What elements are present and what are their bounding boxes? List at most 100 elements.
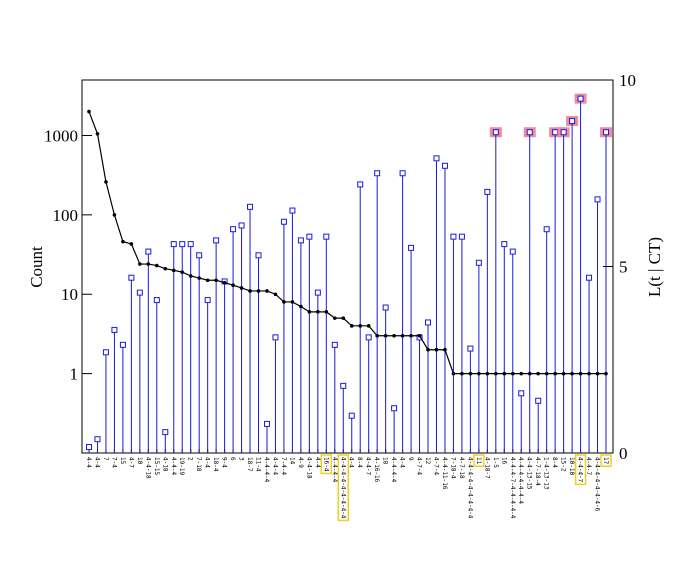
y2-tick-label: 0 — [619, 444, 628, 463]
label-highlight — [600, 454, 612, 467]
stem-marker — [382, 304, 389, 311]
stem-marker — [263, 420, 270, 427]
x-tick-label: 4-4 — [399, 457, 406, 468]
stem-marker — [594, 196, 601, 203]
count-point — [155, 263, 159, 268]
x-tick-label: 7-18-4 — [449, 457, 456, 479]
x-tick-label: 4-4-4 — [271, 457, 278, 475]
x-tick-label: 4-4-4-4 — [263, 457, 270, 483]
count-point — [358, 324, 363, 328]
label-highlight — [337, 454, 350, 522]
count-point — [561, 371, 566, 376]
stem-marker — [441, 162, 448, 169]
x-tick-label: 4-16-16 — [373, 457, 380, 483]
count-point — [248, 289, 252, 293]
stem-marker — [577, 95, 584, 102]
stem-marker — [170, 241, 177, 248]
x-tick-label: 7-4-4 — [280, 457, 287, 475]
count-point — [383, 333, 388, 338]
x-tick-label: 7 — [102, 457, 109, 461]
x-tick-label: 16 — [500, 457, 507, 465]
x-tick-label: 4-7-18 — [458, 457, 465, 479]
count-point — [341, 316, 346, 320]
stem-marker — [272, 334, 279, 341]
stem-marker — [119, 341, 126, 348]
stem-marker — [484, 188, 491, 195]
count-point — [510, 371, 515, 376]
count-point — [256, 289, 261, 293]
stem-marker — [179, 241, 186, 248]
stem-marker — [314, 289, 321, 296]
stem-marker — [374, 170, 381, 177]
stem-marker — [128, 274, 135, 281]
count-point — [146, 262, 151, 266]
x-tick-label: 12 — [424, 457, 431, 465]
count-point — [138, 262, 142, 266]
count-point — [112, 213, 117, 217]
count-point — [324, 310, 329, 314]
count-point — [171, 268, 176, 273]
x-tick-label: 4-4 — [85, 457, 92, 468]
x-tick-label: 4-4-7 — [585, 457, 592, 475]
stem-marker — [552, 129, 559, 136]
stem-marker — [255, 252, 262, 259]
x-tick-label: 18-7 — [246, 457, 253, 472]
stem-marker — [492, 129, 499, 136]
count-point — [239, 286, 244, 290]
count-point — [519, 371, 524, 376]
count-point — [400, 333, 405, 338]
stem-marker — [458, 233, 465, 240]
x-tick-label: 3 — [238, 457, 245, 461]
count-point — [129, 242, 134, 246]
count-point — [536, 371, 540, 376]
stem-marker — [357, 181, 364, 188]
count-point — [595, 371, 600, 376]
x-tick-label: 18-4 — [212, 457, 219, 472]
stem-marker — [475, 259, 482, 266]
stem-marker — [145, 248, 152, 255]
x-tick-label: 4-4-4 — [170, 457, 177, 475]
stem-marker — [94, 436, 101, 443]
count-point — [290, 300, 295, 304]
stem-marker — [535, 397, 542, 404]
x-tick-label: 4-4 — [348, 457, 355, 468]
count-point — [570, 371, 574, 376]
x-tick-label: 4-4-18 — [144, 457, 151, 479]
y-tick-label: 1 — [70, 365, 79, 384]
label-highlight — [574, 454, 587, 486]
x-tick-label: 19-19 — [178, 457, 185, 475]
count-point — [366, 324, 371, 328]
stem-marker — [111, 326, 118, 333]
count-point — [553, 371, 557, 376]
x-tick-label: 4-7-4 — [416, 457, 423, 475]
x-tick-label: 17 — [602, 457, 609, 465]
count-point — [502, 371, 507, 376]
count-point — [282, 300, 286, 304]
stem-marker — [289, 207, 296, 214]
x-tick-label: 11-4 — [255, 457, 262, 472]
count-point — [494, 371, 498, 376]
x-tick-label: 4-4-7 — [365, 457, 372, 475]
stem-marker — [204, 297, 211, 304]
stem-marker — [433, 155, 440, 162]
x-tick-label: 4-4-4-4-4-4-4-6 — [594, 457, 601, 512]
count-point — [180, 270, 185, 274]
x-tick-label: 4-4-4-4 — [390, 457, 397, 483]
count-point — [332, 316, 337, 320]
stem-marker — [450, 233, 457, 240]
x-tick-label: 11 — [475, 457, 482, 465]
count-point — [426, 347, 430, 352]
x-tick-label: 4-7-18-4 — [534, 457, 541, 486]
count-point — [451, 371, 456, 376]
x-tick-label: 15-2 — [560, 457, 567, 472]
stem-marker — [213, 237, 220, 244]
x-tick-label: 4-4-13-15 — [526, 457, 533, 490]
x-tick-label: 4-4-4-4-4-4-4 — [517, 457, 524, 504]
x-tick-label: 4-7-4 — [432, 457, 439, 475]
stem-marker — [569, 118, 576, 125]
stem-marker — [196, 252, 203, 259]
x-tick-label: 6 — [229, 457, 236, 461]
stem-marker — [467, 345, 474, 352]
stem-marker — [323, 233, 330, 240]
